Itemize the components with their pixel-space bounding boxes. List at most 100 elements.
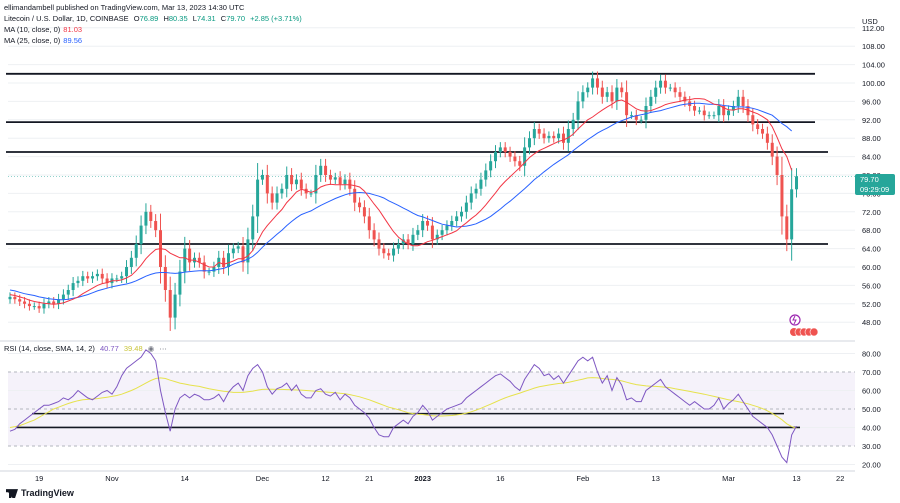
candle-up: [32, 302, 36, 310]
rsi-tick-label: 40.00: [862, 423, 881, 432]
candle-up: [260, 169, 264, 185]
candle-body: [401, 239, 405, 244]
candle-body: [125, 267, 129, 277]
last-price-tag: 79.70 09:29:09: [855, 174, 895, 195]
event-icons[interactable]: [789, 314, 819, 337]
candle-body: [741, 96, 745, 106]
candle-body: [435, 234, 439, 240]
candle-down: [328, 169, 332, 185]
price-tick-label: 84.00: [862, 153, 881, 162]
candle-body: [576, 101, 580, 120]
candle-body: [57, 299, 61, 304]
candle-body: [226, 253, 230, 267]
candle-body: [154, 221, 158, 231]
rsi-tick-label: 20.00: [862, 460, 881, 469]
time-axis[interactable]: 19 Nov 14 Dec 12 21 2023 16 Feb 13 Mar 13 22: [0, 470, 855, 483]
candle-body: [770, 142, 774, 157]
candle-up: [125, 260, 129, 284]
candle-body: [663, 80, 667, 88]
candle-body: [654, 87, 658, 97]
candle-body: [392, 248, 396, 256]
candle-up: [731, 100, 735, 116]
candle-down: [770, 134, 774, 166]
candle-body: [372, 230, 376, 240]
candle-body: [47, 301, 51, 304]
candle-down: [761, 123, 765, 139]
candle-down: [367, 207, 371, 239]
candle-body: [455, 216, 459, 221]
candle-down: [561, 126, 565, 150]
candle-up: [605, 86, 609, 103]
candle-down: [23, 297, 27, 309]
candle-down: [37, 301, 41, 313]
candle-down: [270, 186, 274, 210]
candle-body: [756, 124, 760, 129]
candle-down: [785, 204, 789, 252]
low-value: L74.31: [192, 14, 216, 23]
candle-up: [479, 172, 483, 196]
candle-down: [241, 236, 245, 272]
more-icon[interactable]: ⋯: [159, 344, 167, 353]
candle-body: [328, 175, 332, 180]
candle-body: [8, 296, 12, 300]
candle-body: [42, 303, 46, 309]
candle-up: [91, 271, 95, 283]
rsi-line: [9, 349, 797, 464]
ma25-legend[interactable]: MA (25, close, 0) 89.56: [4, 36, 85, 46]
eye-icon[interactable]: ◉: [147, 344, 155, 353]
time-tick-label: 22: [836, 474, 844, 483]
candle-body: [712, 115, 716, 117]
candle-body: [265, 175, 269, 194]
candle-body: [620, 87, 624, 93]
candle-up: [659, 74, 663, 94]
candle-body: [76, 280, 80, 284]
rsi-axis[interactable]: 80.00 70.00 60.00 50.00 40.00 30.00 20.00: [862, 350, 881, 470]
candle-up: [66, 284, 70, 300]
candle-body: [460, 211, 464, 217]
candle-body: [66, 290, 70, 295]
candle-up: [795, 168, 799, 198]
candle-up: [639, 116, 643, 124]
candle-body: [659, 80, 663, 88]
rsi-legend[interactable]: RSI (14, close, SMA, 14, 2) 40.77 39.48 …: [4, 344, 170, 354]
flag-icons[interactable]: [790, 327, 819, 337]
candle-body: [105, 278, 109, 284]
candle-up: [401, 234, 405, 250]
candle-down: [513, 151, 517, 167]
candle-up: [294, 174, 298, 190]
candle-body: [644, 106, 648, 120]
candle-body: [610, 92, 614, 102]
currency-label: USD: [862, 17, 878, 26]
candle-down: [265, 164, 269, 204]
tradingview-logo[interactable]: TradingView: [6, 488, 74, 499]
candle-body: [71, 283, 75, 290]
rsi-trend-lines: [16, 412, 800, 429]
price-tick-label: 92.00: [862, 116, 881, 125]
candle-up: [644, 97, 648, 129]
candle-body: [678, 92, 682, 97]
candle-body: [693, 106, 697, 111]
candle-body: [503, 147, 507, 152]
candle-body: [367, 216, 371, 231]
symbol-legend[interactable]: Litecoin / U.S. Dollar, 1D, COINBASE O76…: [4, 14, 305, 24]
candle-down: [86, 271, 90, 283]
candle-up: [236, 241, 240, 254]
ma10-legend[interactable]: MA (10, close, 0) 81.03: [4, 25, 85, 35]
candle-down: [537, 123, 541, 139]
candle-down: [765, 126, 769, 150]
candle-down: [600, 80, 604, 104]
candle-body: [426, 221, 430, 226]
candle-body: [561, 133, 565, 143]
candle-body: [722, 106, 726, 116]
candle-down: [780, 156, 784, 235]
candle-body: [100, 273, 104, 279]
candle-body: [673, 87, 677, 93]
symbol-name[interactable]: Litecoin / U.S. Dollar, 1D, COINBASE: [4, 14, 129, 23]
candle-body: [523, 147, 527, 166]
candle-body: [52, 301, 56, 304]
candle-body: [120, 276, 124, 279]
candle-body: [260, 175, 264, 180]
candle-body: [406, 239, 410, 244]
price-tick-label: 104.00: [862, 61, 885, 70]
